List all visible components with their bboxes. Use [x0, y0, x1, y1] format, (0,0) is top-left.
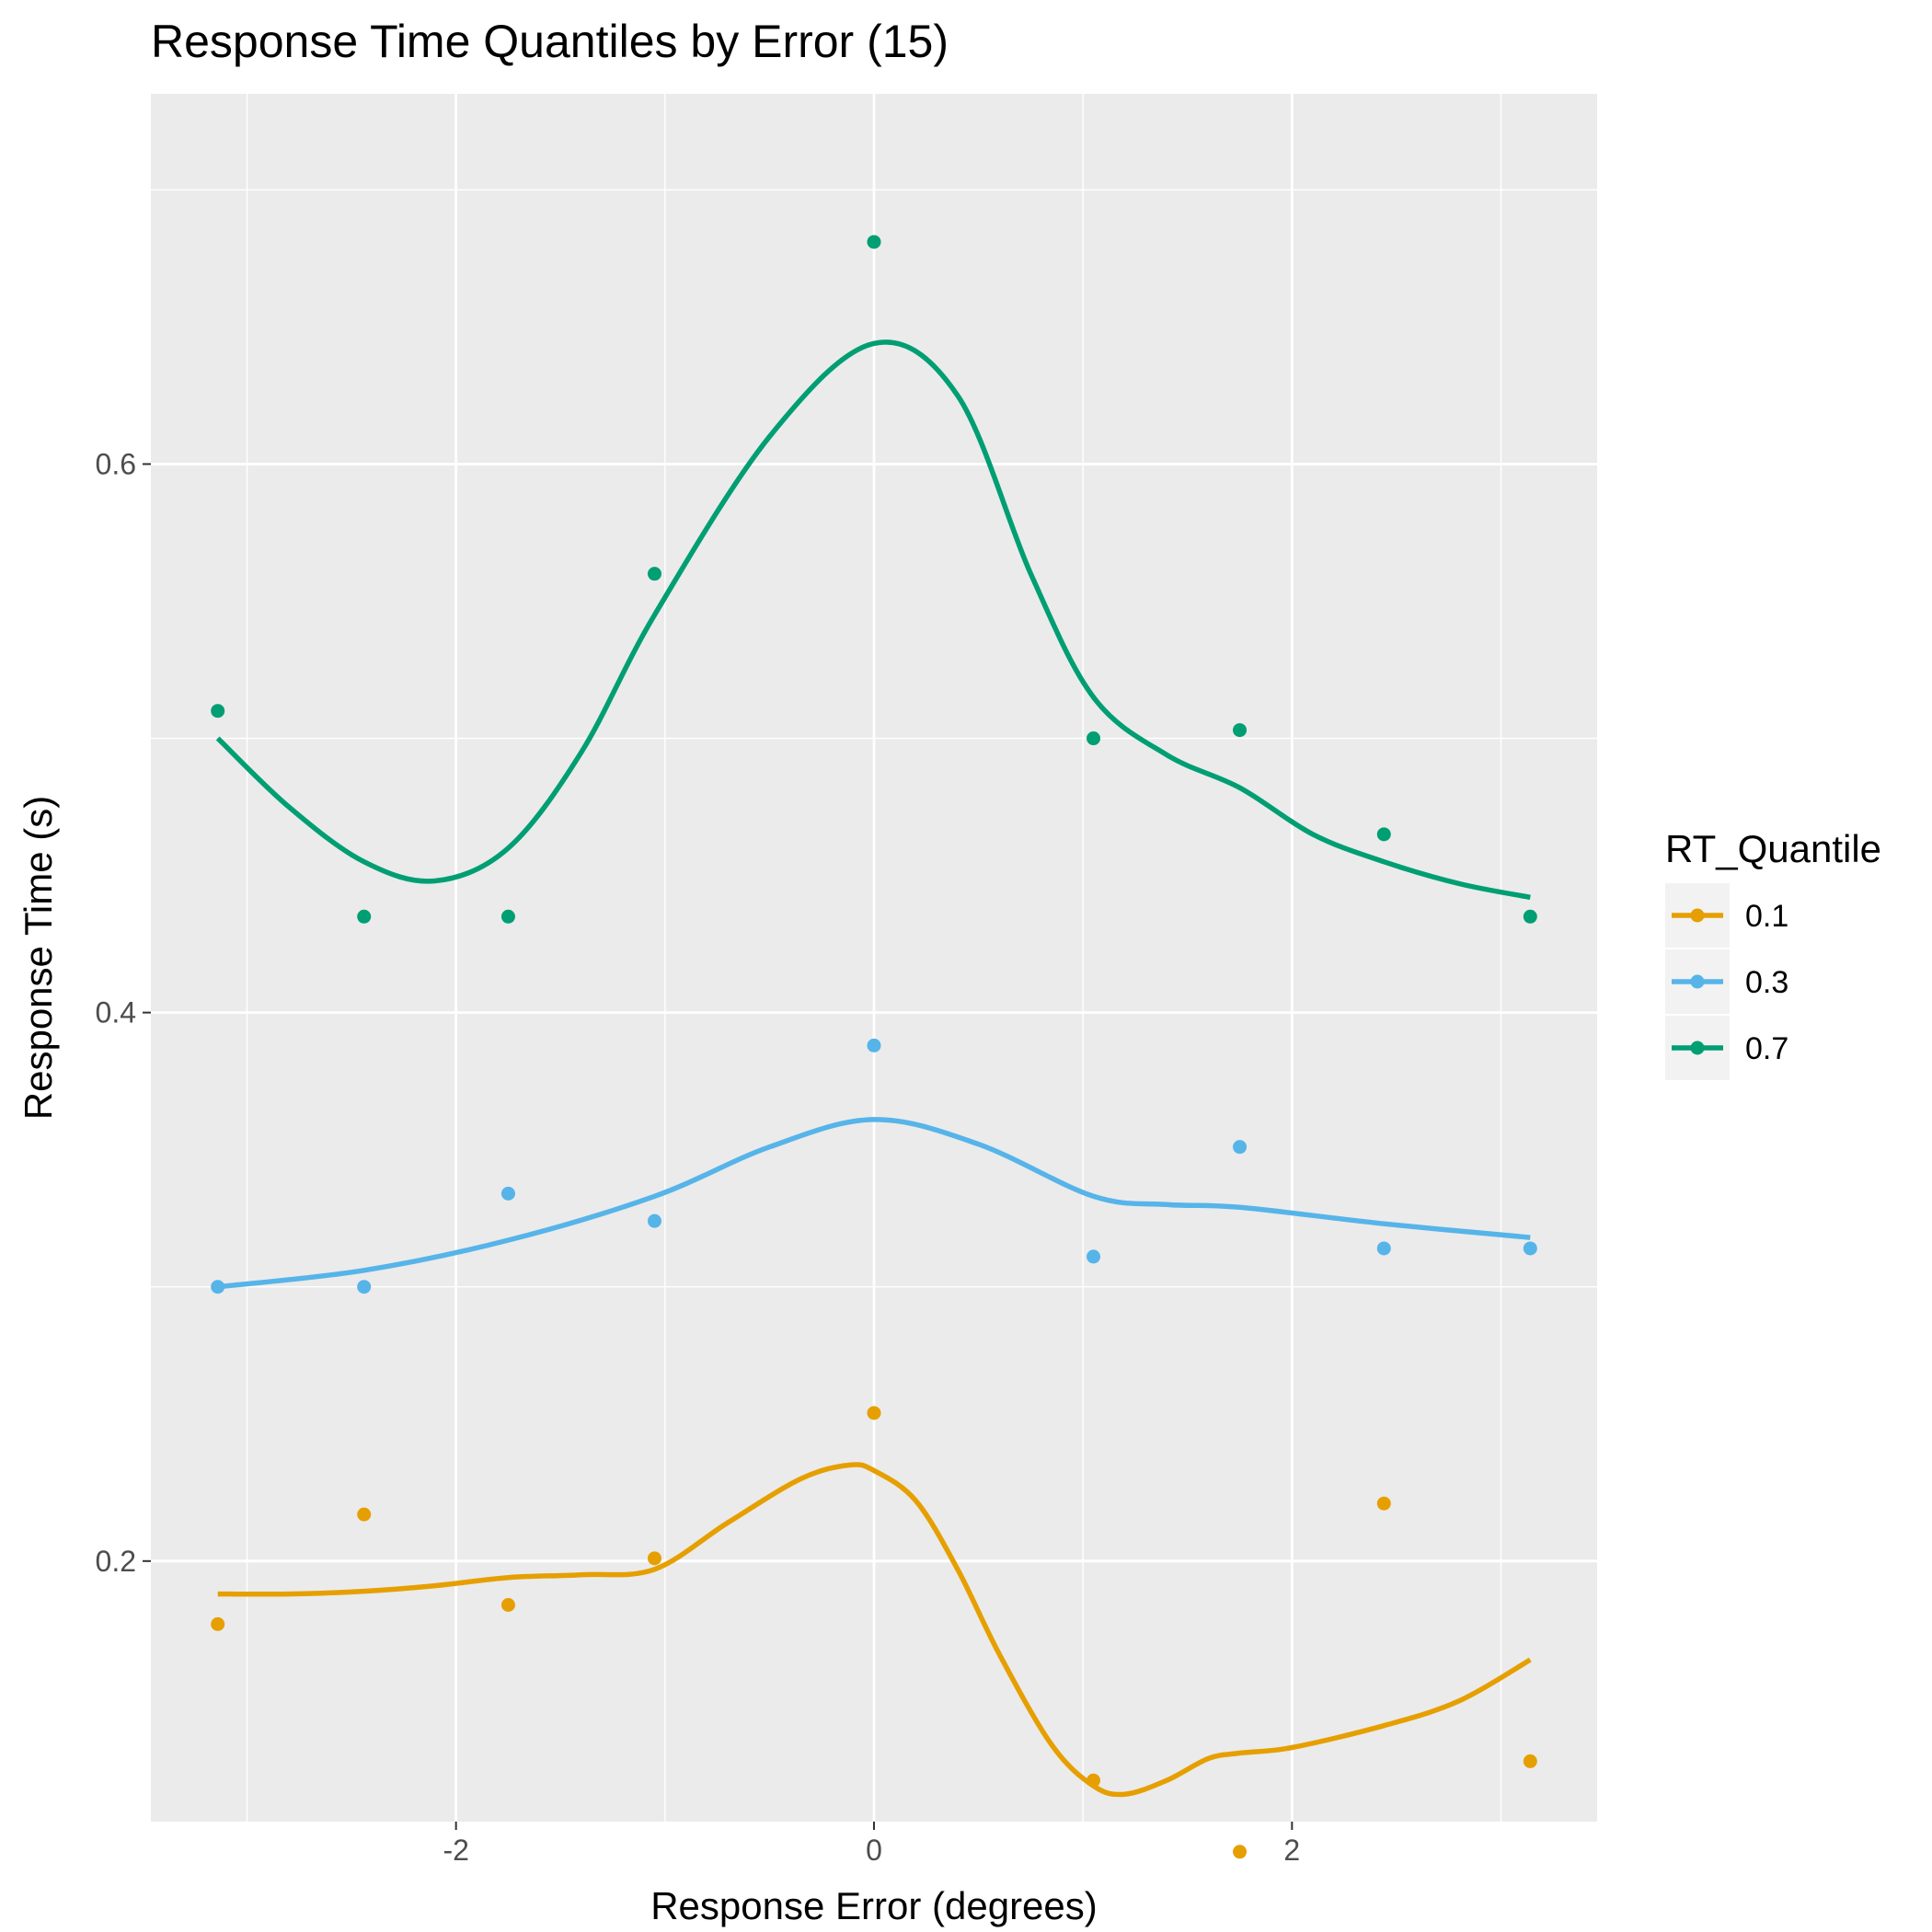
chart-title: Response Time Quantiles by Error (15) — [151, 16, 949, 67]
legend-key-point — [1690, 974, 1705, 989]
data-point-0.1 — [1087, 1773, 1101, 1788]
legend-label: 0.3 — [1745, 965, 1788, 1000]
y-axis-ticks: 0.2 0.4 0.6 — [96, 447, 151, 1578]
data-point-0.7 — [211, 704, 225, 719]
data-point-0.1 — [211, 1616, 225, 1631]
legend-title: RT_Quantile — [1665, 827, 1881, 870]
smooth-line-0.1 — [217, 1462, 1532, 1798]
data-point-0.1 — [1376, 1496, 1391, 1511]
y-tick-label: 0.4 — [96, 996, 136, 1029]
data-point-0.1 — [500, 1598, 515, 1613]
data-point-0.7 — [1523, 909, 1537, 924]
data-point-0.7 — [647, 567, 661, 581]
data-point-0.7 — [1233, 723, 1248, 738]
data-point-0.3 — [1523, 1241, 1537, 1256]
data-point-0.7 — [1376, 827, 1391, 842]
x-tick-label: -2 — [443, 1834, 468, 1867]
grid-major — [151, 94, 1597, 1822]
smooth-line-0.3 — [217, 1117, 1531, 1290]
data-point-0.7 — [1087, 731, 1101, 746]
data-point-0.3 — [1087, 1249, 1101, 1264]
data-point-0.3 — [1233, 1140, 1248, 1155]
data-point-0.3 — [867, 1038, 881, 1052]
y-tick-label: 0.2 — [96, 1545, 136, 1578]
x-tick-label: 2 — [1283, 1834, 1300, 1867]
legend-key-point — [1690, 908, 1705, 923]
data-points — [211, 235, 1537, 1859]
data-point-0.3 — [211, 1280, 225, 1294]
legend-label: 0.7 — [1745, 1031, 1788, 1066]
data-point-0.3 — [357, 1280, 372, 1294]
legend: RT_Quantile 0.1 0.3 0.7 — [1665, 827, 1881, 1080]
data-point-0.1 — [867, 1406, 881, 1420]
data-point-0.3 — [647, 1213, 661, 1228]
smooth-line-0.7 — [215, 339, 1531, 901]
data-point-0.7 — [357, 909, 372, 924]
legend-items: 0.1 0.3 0.7 — [1665, 883, 1788, 1080]
y-axis-title: Response Time (s) — [17, 796, 60, 1120]
data-point-0.7 — [867, 235, 881, 249]
data-point-0.1 — [357, 1507, 372, 1522]
legend-label: 0.1 — [1745, 899, 1788, 934]
x-axis-ticks: -2 0 2 — [443, 1822, 1300, 1867]
data-point-0.7 — [500, 909, 515, 924]
smooth-lines — [215, 339, 1532, 1798]
data-point-0.3 — [1376, 1241, 1391, 1256]
legend-key-point — [1690, 1041, 1705, 1055]
data-point-0.1 — [647, 1551, 661, 1566]
y-tick-label: 0.6 — [96, 447, 136, 480]
x-axis-title: Response Error (degrees) — [650, 1884, 1098, 1927]
data-point-0.1 — [1233, 1845, 1248, 1859]
data-point-0.3 — [500, 1186, 515, 1201]
x-tick-label: 0 — [866, 1834, 882, 1867]
data-point-0.1 — [1523, 1754, 1537, 1768]
